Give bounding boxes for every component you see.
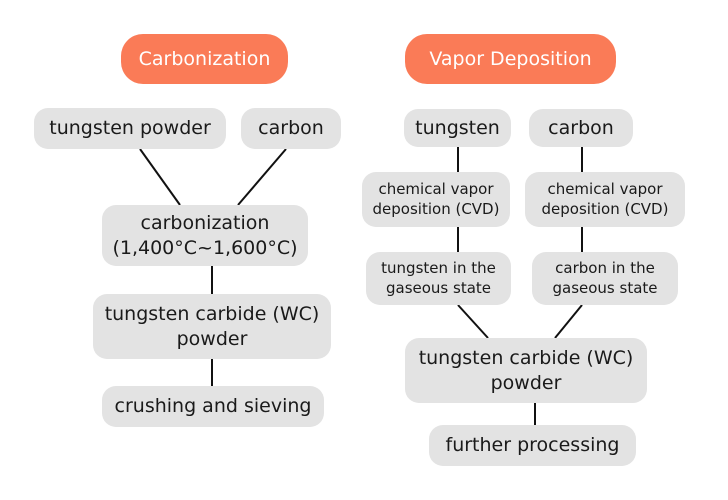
vapor-deposition-header-label: Vapor Deposition [429,47,592,70]
crushing-sieving-node: crushing and sieving [102,386,324,427]
cvd-left-line2: deposition (CVD) [372,199,500,218]
wc-powder-left-line1: tungsten carbide (WC) [104,302,320,325]
tungsten-powder-label: tungsten powder [49,117,211,140]
wc-powder-node-left: tungsten carbide (WC) powder [93,294,331,359]
further-processing-label: further processing [445,434,620,457]
carbonization-process-line1: carbonization [140,211,270,234]
wc-powder-left-line2: powder [176,327,248,350]
edge-gas-carbon-to-wc [554,304,583,339]
carbon-node-right: carbon [529,109,633,147]
edge-carbon-to-carbonization [237,148,287,206]
gas-carbon-node: carbon in the gaseous state [532,252,678,305]
vapor-deposition-header: Vapor Deposition [405,34,616,84]
carbonization-header: Carbonization [121,34,288,84]
carbonization-header-label: Carbonization [138,47,271,70]
wc-powder-right-line2: powder [490,371,562,394]
tungsten-label: tungsten [415,116,500,139]
gas-carbon-line1: carbon in the [555,259,655,277]
gas-carbon-line2: gaseous state [552,278,658,297]
cvd-right-line1: chemical vapor [547,180,663,198]
carbon-node-left: carbon [241,108,341,149]
cvd-left-line1: chemical vapor [378,180,494,198]
cvd-left-node: chemical vapor deposition (CVD) [362,172,510,227]
cvd-right-line2: deposition (CVD) [541,199,669,218]
wc-powder-right-line1: tungsten carbide (WC) [418,346,634,369]
carbonization-process-node: carbonization (1,400°C~1,600°C) [102,205,308,266]
crushing-sieving-label: crushing and sieving [114,395,312,418]
carbon-label-right: carbon [548,116,614,139]
carbonization-process-line2: (1,400°C~1,600°C) [112,236,298,259]
gas-tungsten-line2: gaseous state [385,278,492,297]
gas-tungsten-node: tungsten in the gaseous state [366,252,511,305]
edge-tungsten-powder-to-carbonization [139,148,181,206]
wc-powder-node-right: tungsten carbide (WC) powder [405,338,647,403]
cvd-right-node: chemical vapor deposition (CVD) [525,172,685,227]
edge-gas-tungsten-to-wc [457,304,489,339]
gas-tungsten-line1: tungsten in the [381,259,496,277]
carbon-label-left: carbon [258,117,324,140]
further-processing-node: further processing [429,425,636,466]
tungsten-node: tungsten [404,109,511,147]
tungsten-powder-node: tungsten powder [34,108,226,149]
